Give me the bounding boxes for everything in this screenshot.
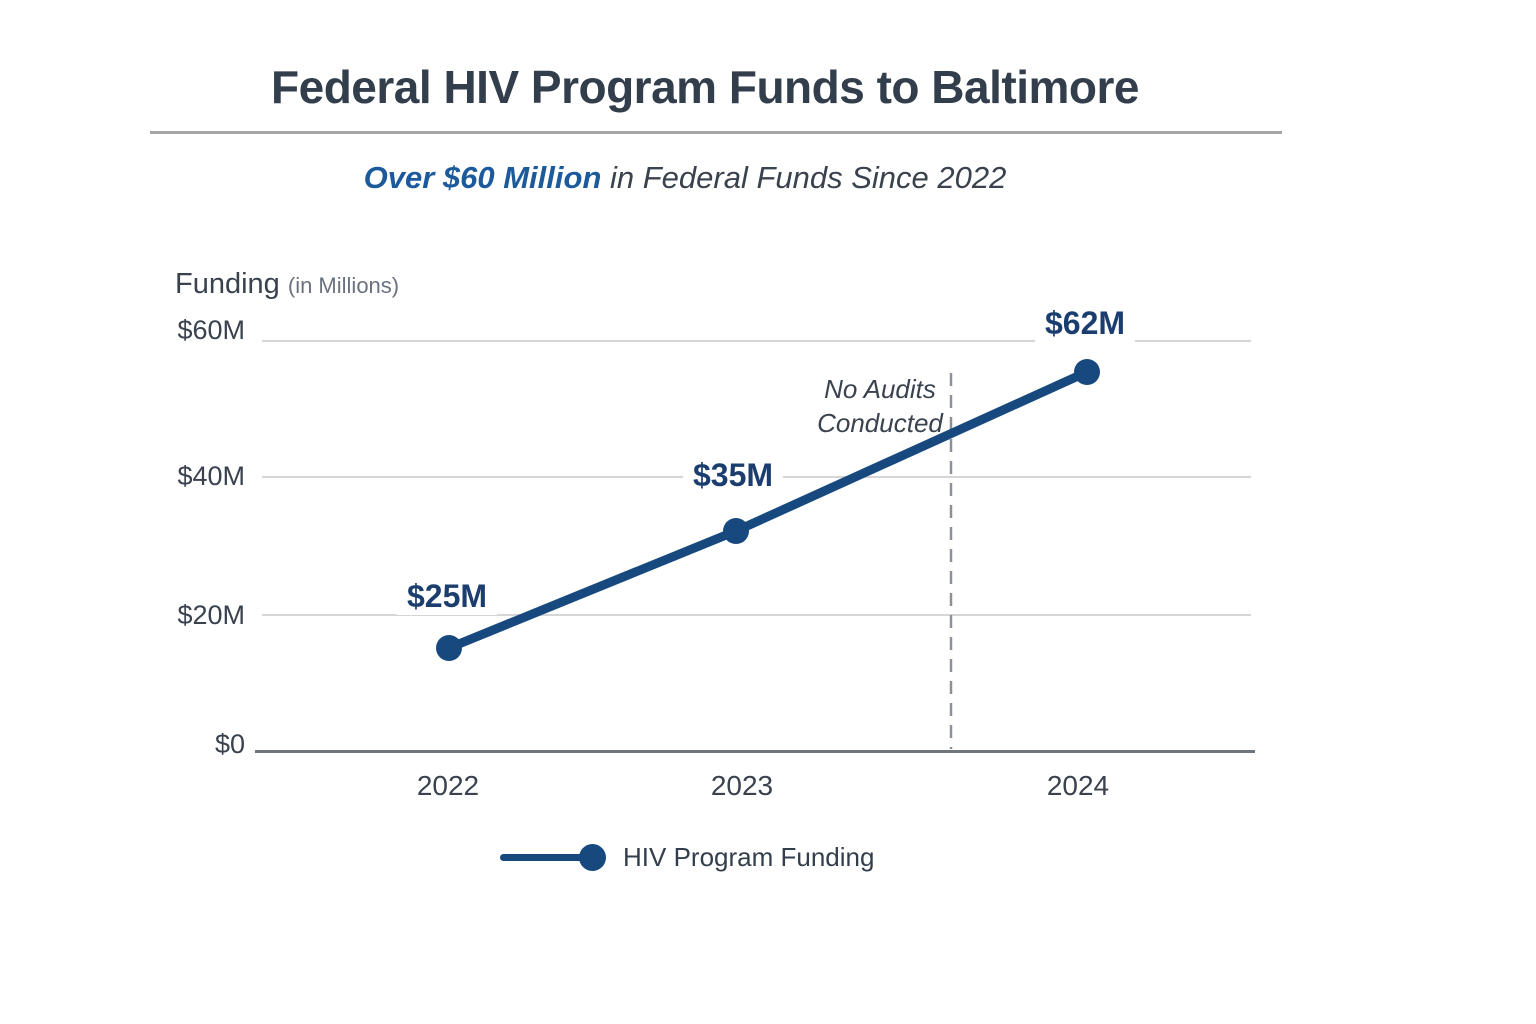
subtitle-highlight: Over $60 Million xyxy=(363,160,602,195)
y-tick-60m: $60M xyxy=(177,315,245,345)
data-label-2023: $35M xyxy=(682,457,784,494)
funding-series-line xyxy=(444,367,1092,653)
x-tick-2023: 2023 xyxy=(710,770,774,801)
data-point-2024 xyxy=(1074,359,1100,385)
page-title: Federal HIV Program Funds to Baltimore xyxy=(271,61,1139,113)
y-tick-40m: $40M xyxy=(177,461,245,491)
annotation-line-2: Conducted xyxy=(817,408,943,438)
y-tick-0: $0 xyxy=(214,729,245,759)
legend: HIV Program Funding xyxy=(500,842,874,873)
annotation-line-1: No Audits xyxy=(824,374,936,404)
y-axis-title-text: Funding xyxy=(175,268,280,300)
data-label-2022: $25M xyxy=(396,578,498,615)
no-audits-annotation: No Audits Conducted xyxy=(775,372,985,440)
chart-subtitle: Over $60 Million in Federal Funds Since … xyxy=(0,160,1370,196)
y-axis-title-note: (in Millions) xyxy=(287,273,400,298)
x-tick-2024: 2024 xyxy=(1046,770,1110,801)
y-tick-20m: $20M xyxy=(177,600,245,630)
data-label-2024: $62M xyxy=(1034,305,1136,342)
subtitle-rest: in Federal Funds Since 2022 xyxy=(601,160,1007,195)
x-axis-line xyxy=(255,750,1255,753)
gridline-60m xyxy=(262,340,1251,342)
y-axis-title: Funding (in Millions) xyxy=(175,268,399,301)
data-point-2022 xyxy=(436,635,462,661)
legend-label: HIV Program Funding xyxy=(623,842,875,872)
data-point-2023 xyxy=(723,518,749,544)
x-tick-2022: 2022 xyxy=(416,770,480,801)
legend-dot-icon xyxy=(579,844,606,871)
legend-line-swatch xyxy=(500,854,584,861)
title-divider xyxy=(150,131,1282,134)
